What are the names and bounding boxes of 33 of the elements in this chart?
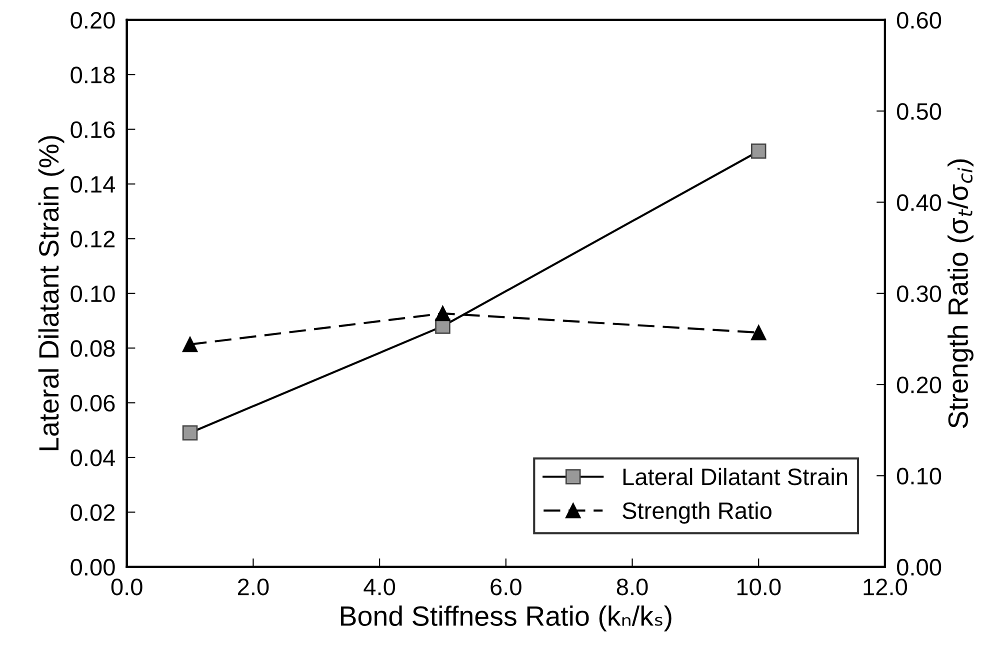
y2-axis-title: Strength Ratio (σ$_{t}$/σ$_{ci}$): [948, 159, 974, 428]
y-tick-label: 0.00: [70, 558, 115, 576]
y-tick-label: 0.06: [70, 394, 115, 412]
y-tick-label: 0.18: [70, 66, 115, 84]
y-tick-label: 0.12: [70, 230, 115, 248]
y2-tick-label: 0.60: [896, 12, 942, 29]
legend-label: Strength Ratio: [622, 502, 772, 524]
y2-tick-label: 0.10: [896, 468, 942, 484]
y-tick-label: 0.16: [70, 121, 115, 138]
y2-tick-label: 0.30: [896, 285, 942, 302]
x-tick-label: 8.0: [616, 578, 648, 596]
x-tick-label: 0.0: [111, 578, 142, 596]
x-tick-label: 10.0: [737, 578, 781, 596]
x-tick-label: 12.0: [864, 578, 908, 596]
y-tick-label: 0.04: [70, 450, 116, 466]
x-tick-label: 6.0: [490, 578, 522, 596]
x-tick-label: 2.0: [238, 578, 269, 596]
y2-tick-label: 0.40: [896, 194, 942, 212]
y2-tick-label: 0.20: [896, 376, 942, 394]
legend-label: Lateral Dilatant Strain: [623, 468, 848, 486]
x-tick-label: 4.0: [364, 578, 396, 596]
y-axis-title: Lateral Dilatant Strain (%): [38, 136, 64, 450]
point: [750, 324, 766, 340]
point: [182, 336, 198, 352]
y-tick-label: 0.10: [70, 285, 115, 302]
point: [435, 306, 450, 322]
y-tick-label: 0.02: [70, 504, 115, 521]
y2-tick-label: 0.50: [896, 103, 942, 120]
x-axis-title: Bond Stiffness Ratio (kₙ/kₛ): [341, 606, 672, 632]
y2-tick-label: 0.00: [896, 558, 942, 576]
y-tick-label: 0.08: [70, 340, 115, 357]
y-tick-label: 0.14: [70, 176, 116, 193]
y-tick-label: 0.20: [70, 12, 115, 29]
